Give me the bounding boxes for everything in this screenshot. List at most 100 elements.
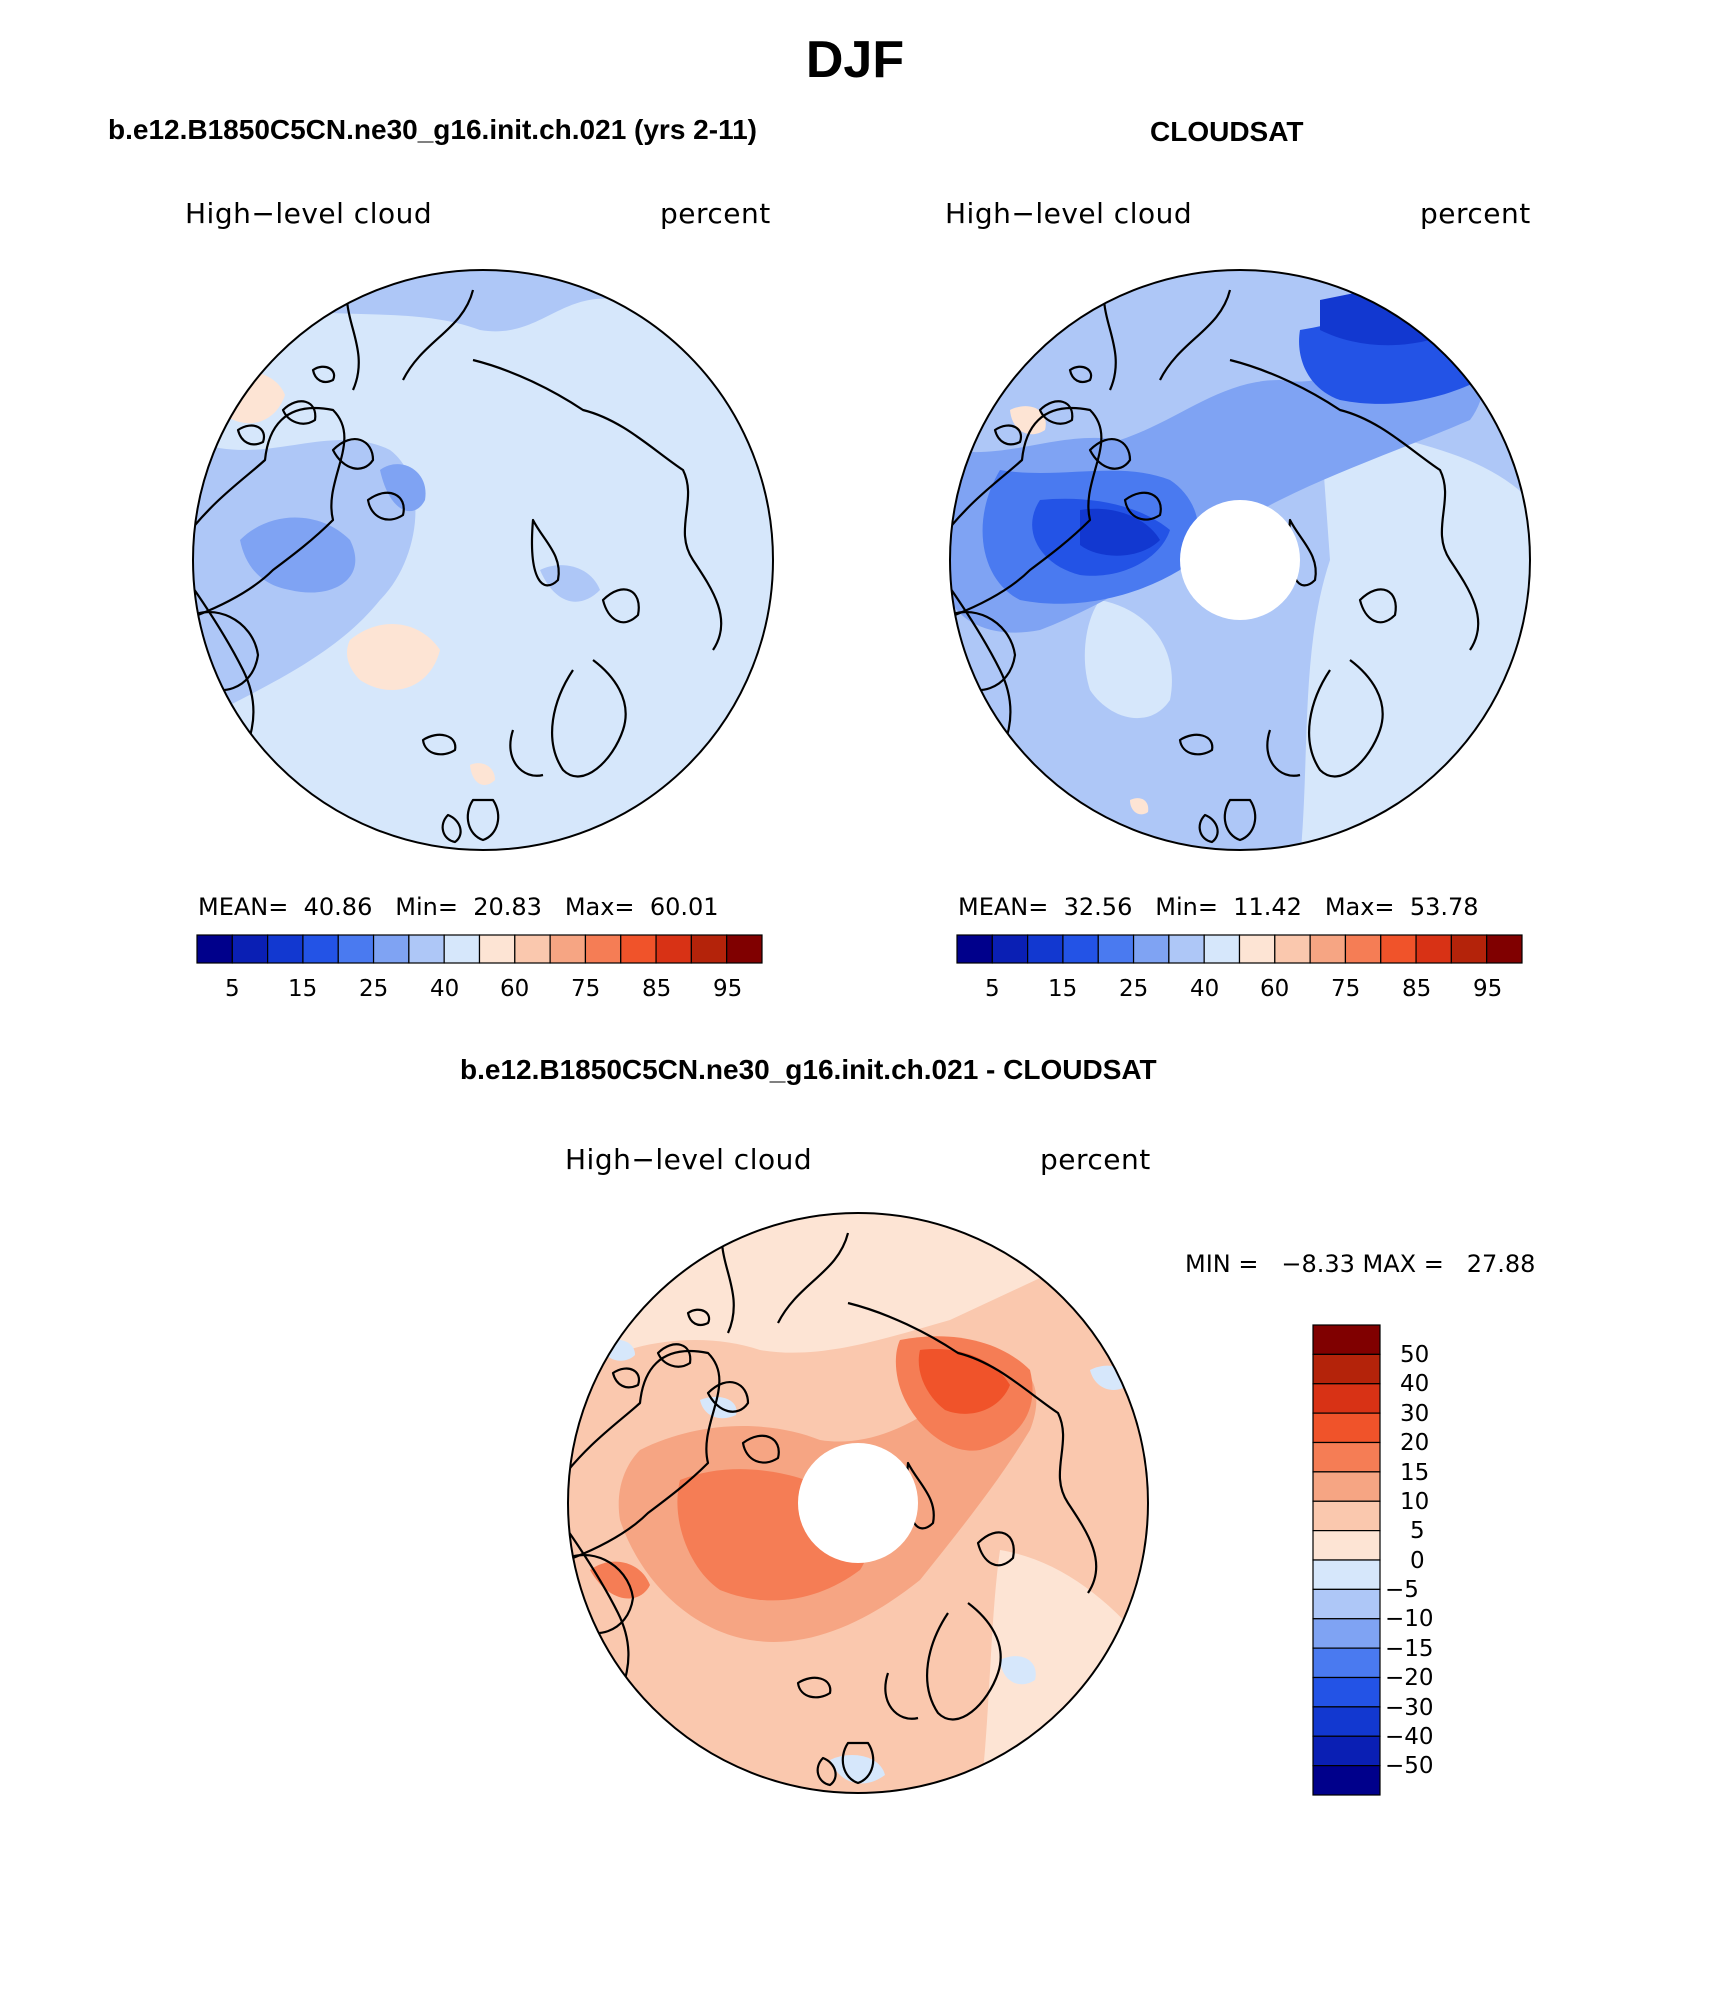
tick-label: 85	[1402, 976, 1432, 1002]
colorbar-swatch	[1312, 1559, 1381, 1590]
panel-right-variable-label: High−level cloud	[945, 197, 1193, 230]
polar-data-gap	[1180, 500, 1300, 620]
colorbar-swatch	[655, 934, 692, 964]
tick-label: 95	[713, 976, 743, 1002]
tick-label: −30	[1385, 1695, 1434, 1721]
colorbar-swatch	[1312, 1706, 1381, 1737]
tick-label: 85	[642, 976, 672, 1002]
colorbar-swatch	[1312, 1588, 1381, 1620]
tick-label: −5	[1385, 1577, 1419, 1603]
tick-label: 50	[1400, 1342, 1430, 1368]
colorbar-swatch	[267, 934, 304, 964]
tick-label: 40	[430, 976, 460, 1002]
colorbar-swatch	[1132, 934, 1170, 964]
colorbar-swatch	[1312, 1500, 1381, 1532]
colorbar-swatch	[1203, 934, 1241, 964]
colorbar-swatch	[1027, 934, 1064, 964]
colorbar-swatch	[231, 934, 269, 964]
colorbar-swatch	[1415, 934, 1452, 964]
colorbar-swatch	[302, 934, 339, 964]
tick-label: 25	[1119, 976, 1149, 1002]
map-difference	[567, 1212, 1149, 1794]
panel-left-variable-label: High−level cloud	[185, 197, 433, 230]
panel-right-title: CLOUDSAT	[1150, 116, 1304, 147]
tick-label: 15	[1048, 976, 1078, 1002]
colorbar-swatch	[1312, 1618, 1381, 1649]
tick-label: −10	[1385, 1606, 1434, 1632]
colorbar-swatch	[1274, 934, 1311, 964]
panel-right-units-label: percent	[1420, 197, 1531, 230]
map-right	[949, 269, 1531, 851]
tick-label: 0	[1410, 1548, 1425, 1574]
tick-label: 40	[1400, 1371, 1430, 1397]
polar-data-gap	[798, 1443, 918, 1563]
tick-label: −20	[1385, 1665, 1434, 1691]
tick-label: 5	[1410, 1518, 1425, 1544]
colorbar-swatch	[1312, 1324, 1381, 1355]
colorbar-swatch	[1312, 1441, 1381, 1473]
tick-label: 10	[1400, 1489, 1430, 1515]
colorbar-swatch	[726, 934, 763, 964]
colorbar-swatch	[408, 934, 445, 964]
colorbar-vertical	[1312, 1324, 1381, 1796]
colorbar-swatch	[1312, 1647, 1381, 1679]
colorbar-swatch	[1450, 934, 1488, 964]
tick-label: 25	[359, 976, 389, 1002]
panel-left-units-label: percent	[660, 197, 771, 230]
colorbar-swatch	[1312, 1471, 1381, 1502]
tick-label: 20	[1400, 1430, 1430, 1456]
colorbar-swatch	[514, 934, 551, 964]
tick-label: 75	[571, 976, 601, 1002]
colorbar-right	[956, 934, 1523, 964]
page-title: DJF	[805, 31, 905, 89]
colorbar-swatch	[690, 934, 728, 964]
colorbar-swatch	[337, 934, 375, 964]
panel-right-stats: MEAN= 32.56 Min= 11.42 Max= 53.78	[958, 893, 1479, 921]
colorbar-swatch	[443, 934, 481, 964]
tick-label: 15	[1400, 1460, 1430, 1486]
colorbar-swatch	[1238, 934, 1276, 964]
colorbar-swatch	[1309, 934, 1347, 964]
colorbar-swatch	[1312, 1735, 1381, 1767]
map-left	[192, 269, 774, 851]
colorbar-left	[196, 934, 763, 964]
diff-panel-title: b.e12.B1850C5CN.ne30_g16.init.ch.021 - C…	[460, 1054, 1157, 1085]
tick-label: 95	[1473, 976, 1503, 1002]
colorbar-swatch	[196, 934, 233, 964]
colorbar-swatch	[1312, 1676, 1381, 1708]
colorbar-swatch	[549, 934, 587, 964]
colorbar-swatch	[1062, 934, 1099, 964]
colorbar-swatch	[991, 934, 1029, 964]
tick-label: 60	[1260, 976, 1290, 1002]
colorbar-swatch	[1344, 934, 1382, 964]
colorbar-swatch	[1312, 1412, 1381, 1444]
colorbar-swatch	[1168, 934, 1205, 964]
diff-variable-label: High−level cloud	[565, 1143, 813, 1176]
tick-label: 15	[288, 976, 318, 1002]
colorbar-swatch	[956, 934, 993, 964]
panel-left-title: b.e12.B1850C5CN.ne30_g16.init.ch.021 (yr…	[108, 114, 758, 145]
colorbar-swatch	[372, 934, 410, 964]
tick-label: −40	[1385, 1724, 1434, 1750]
tick-label: 75	[1331, 976, 1361, 1002]
diff-stats: MIN = −8.33 MAX = 27.88	[1185, 1250, 1536, 1278]
tick-label: 5	[225, 976, 240, 1002]
tick-label: 5	[985, 976, 1000, 1002]
tick-label: 40	[1190, 976, 1220, 1002]
colorbar-swatch	[1312, 1353, 1381, 1385]
tick-label: 60	[500, 976, 530, 1002]
colorbar-swatch	[1380, 934, 1417, 964]
tick-label: 30	[1400, 1401, 1430, 1427]
colorbar-swatch	[1312, 1765, 1381, 1796]
colorbar-swatch	[1312, 1383, 1381, 1414]
diff-units-label: percent	[1040, 1143, 1151, 1176]
tick-label: −50	[1385, 1753, 1434, 1779]
colorbar-swatch	[478, 934, 516, 964]
tick-label: −15	[1385, 1636, 1434, 1662]
colorbar-swatch	[584, 934, 622, 964]
colorbar-swatch	[1097, 934, 1135, 964]
colorbar-swatch	[1312, 1530, 1381, 1561]
colorbar-swatch	[620, 934, 657, 964]
panel-left-stats: MEAN= 40.86 Min= 20.83 Max= 60.01	[198, 893, 719, 921]
